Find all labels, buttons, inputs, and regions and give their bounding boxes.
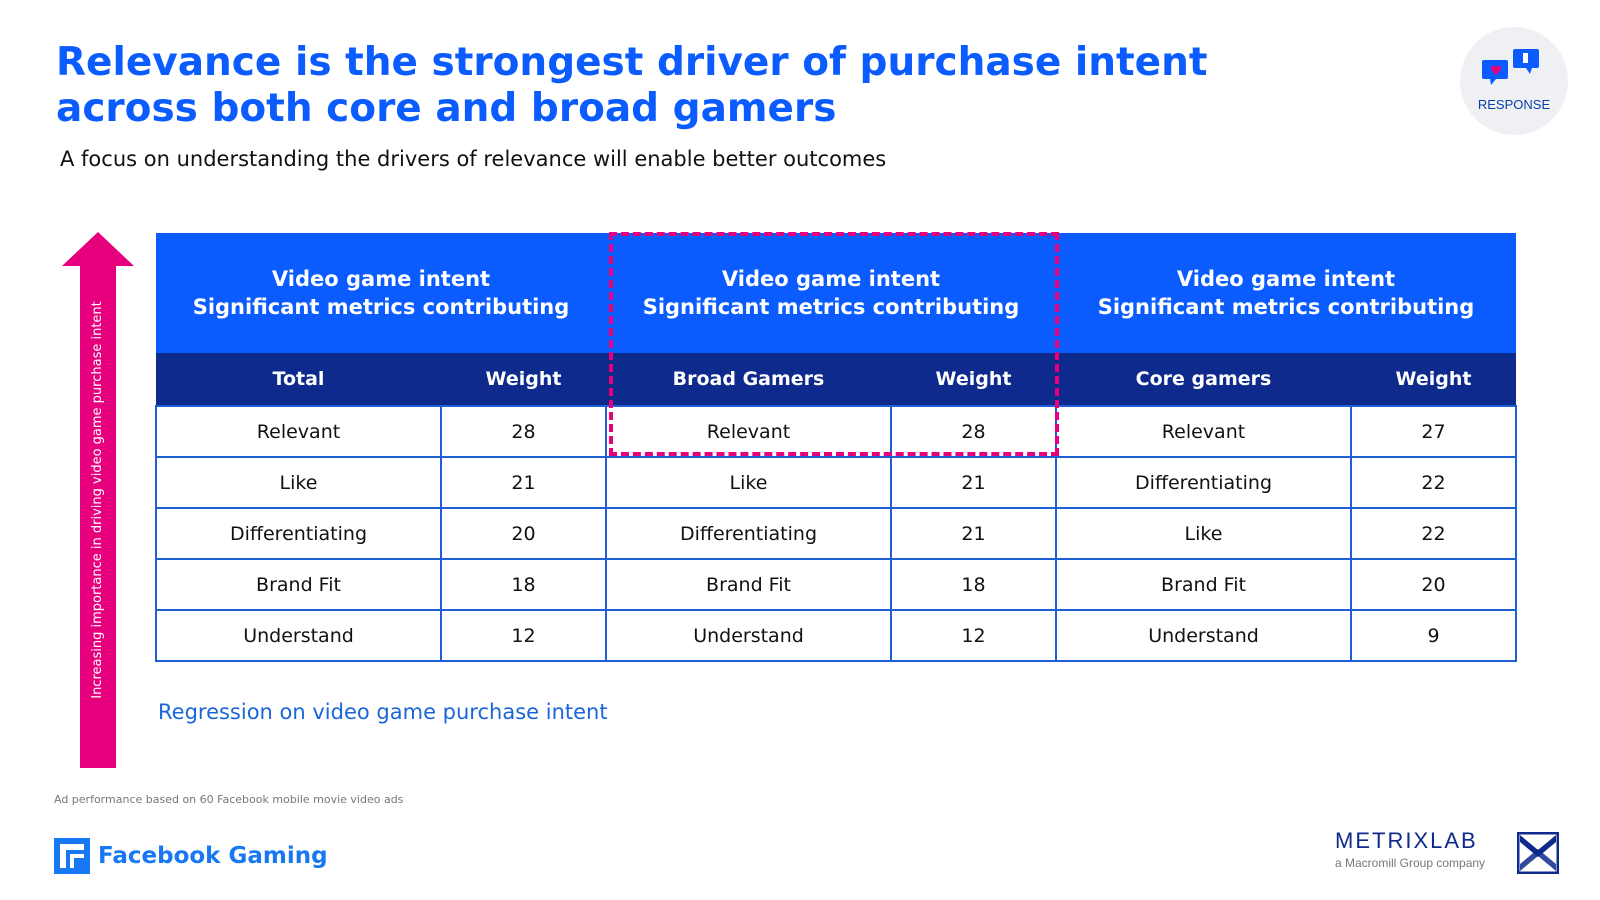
- group-header-total: Video game intent Significant metrics co…: [156, 233, 606, 353]
- weight-cell: 21: [440, 456, 607, 509]
- facebook-gaming-logo-icon: [54, 838, 90, 874]
- metric-cell: Brand Fit: [155, 558, 442, 611]
- weight-cell: 28: [890, 405, 1057, 458]
- facebook-gaming-wordmark: Facebook Gaming: [98, 843, 328, 869]
- col-header-core-gamers: Core gamers: [1056, 353, 1351, 406]
- title-line-2: across both core and broad gamers: [56, 86, 837, 131]
- table-row: Relevant 28 Relevant 28 Relevant 27: [155, 405, 1517, 458]
- metric-cell: Like: [1055, 507, 1352, 560]
- weight-cell: 18: [890, 558, 1057, 611]
- group-header-line2: Significant metrics contributing: [642, 295, 1020, 319]
- regression-label: Regression on video game purchase intent: [158, 700, 608, 724]
- footnote: Ad performance based on 60 Facebook mobi…: [54, 793, 404, 806]
- metric-cell: Like: [155, 456, 442, 509]
- title-line-1: Relevance is the strongest driver of pur…: [56, 40, 1208, 85]
- metric-cell: Differentiating: [155, 507, 442, 560]
- group-header-line2: Significant metrics contributing: [1097, 295, 1475, 319]
- weight-cell: 28: [440, 405, 607, 458]
- table-row: Like 21 Like 21 Differentiating 22: [155, 456, 1517, 509]
- weight-cell: 22: [1350, 456, 1517, 509]
- response-badge: RESPONSE: [1460, 27, 1568, 135]
- chat-bubbles-icon: [1482, 49, 1539, 85]
- arrow-label: Increasing importance in driving video g…: [90, 301, 105, 699]
- metric-cell: Differentiating: [1055, 456, 1352, 509]
- metric-cell: Relevant: [605, 405, 892, 458]
- weight-cell: 12: [440, 609, 607, 662]
- metric-cell: Understand: [605, 609, 892, 662]
- group-header-line1: Video game intent: [1176, 267, 1396, 291]
- metric-cell: Understand: [1055, 609, 1352, 662]
- table-row: Differentiating 20 Differentiating 21 Like 22: [155, 507, 1517, 560]
- group-header-line1: Video game intent: [721, 267, 941, 291]
- weight-cell: 12: [890, 609, 1057, 662]
- page-title: Relevance is the strongest driver of pur…: [56, 40, 1256, 132]
- weight-cell: 9: [1350, 609, 1517, 662]
- table-row: Understand 12 Understand 12 Understand 9: [155, 609, 1517, 662]
- metric-cell: Brand Fit: [1055, 558, 1352, 611]
- col-header-weight: Weight: [441, 353, 606, 406]
- metrics-table: Video game intent Significant metrics co…: [155, 233, 1517, 662]
- group-header-core: Video game intent Significant metrics co…: [1056, 233, 1516, 353]
- metrixlab-wordmark: METRIXLAB: [1335, 828, 1478, 853]
- metric-cell: Relevant: [1055, 405, 1352, 458]
- broad-gamers-highlight: [609, 232, 1059, 456]
- weight-cell: 21: [890, 456, 1057, 509]
- group-header-broad: Video game intent Significant metrics co…: [606, 233, 1056, 353]
- weight-cell: 20: [440, 507, 607, 560]
- metric-cell: Brand Fit: [605, 558, 892, 611]
- metrixlab-subtitle: a Macromill Group company: [1335, 856, 1486, 870]
- metric-cell: Understand: [155, 609, 442, 662]
- column-header-row: Total Weight Broad Gamers Weight Core ga…: [156, 353, 1516, 406]
- metric-cell: Relevant: [155, 405, 442, 458]
- col-header-weight: Weight: [1351, 353, 1516, 406]
- weight-cell: 22: [1350, 507, 1517, 560]
- page-subtitle: A focus on understanding the drivers of …: [60, 147, 887, 171]
- weight-cell: 21: [890, 507, 1057, 560]
- col-header-total: Total: [156, 353, 441, 406]
- metric-cell: Differentiating: [605, 507, 892, 560]
- metrixlab-logo-icon: [1517, 832, 1559, 874]
- col-header-weight: Weight: [891, 353, 1056, 406]
- importance-arrow-icon: [62, 232, 134, 768]
- weight-cell: 18: [440, 558, 607, 611]
- group-header-row: Video game intent Significant metrics co…: [156, 233, 1516, 353]
- table-row: Brand Fit 18 Brand Fit 18 Brand Fit 20: [155, 558, 1517, 611]
- group-header-line1: Video game intent: [271, 267, 491, 291]
- weight-cell: 20: [1350, 558, 1517, 611]
- badge-label: RESPONSE: [1477, 97, 1551, 112]
- metric-cell: Like: [605, 456, 892, 509]
- weight-cell: 27: [1350, 405, 1517, 458]
- group-header-line2: Significant metrics contributing: [192, 295, 570, 319]
- col-header-broad-gamers: Broad Gamers: [606, 353, 891, 406]
